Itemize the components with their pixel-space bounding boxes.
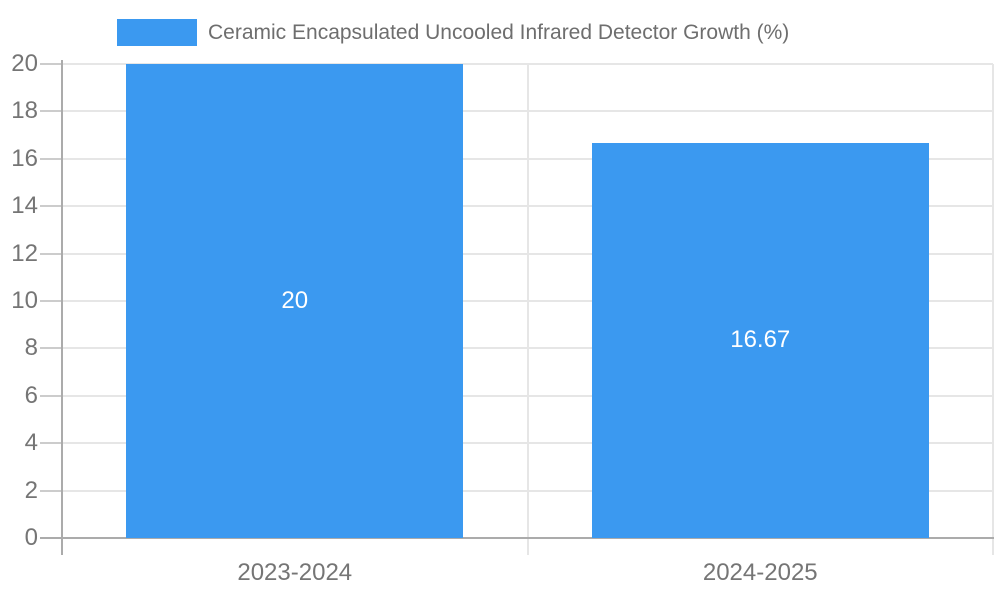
bar-value-label: 16.67 [730,326,791,354]
y-axis-label: 6 [24,381,38,409]
y-axis-label: 18 [11,97,38,125]
y-axis-label: 14 [11,192,38,220]
category-boundary-line [526,64,529,555]
y-axis-line [61,60,63,555]
legend-swatch [117,19,197,46]
y-tick [40,205,62,208]
x-axis-label: 2023-2024 [237,559,353,586]
x-axis-line [40,537,994,539]
y-axis-label: 2 [24,476,38,504]
y-tick [40,442,62,445]
y-tick [40,394,62,397]
bar [591,142,929,538]
bar [126,64,464,538]
y-axis-label: 20 [11,50,38,77]
chart-legend[interactable]: Ceramic Encapsulated Uncooled Infrared D… [117,19,789,46]
legend-label: Ceramic Encapsulated Uncooled Infrared D… [208,21,790,44]
y-axis-label: 12 [11,239,38,267]
y-tick [40,252,62,255]
category-boundary-line [992,64,994,555]
y-axis-label: 10 [11,287,38,314]
y-axis-label: 8 [24,334,38,362]
y-tick [40,63,62,65]
y-axis-label: 0 [24,524,38,551]
y-tick [40,110,62,113]
y-tick [40,300,62,302]
y-tick [40,347,62,350]
bar-value-label: 20 [281,287,309,314]
y-axis-label: 4 [24,429,38,457]
x-axis-label: 2024-2025 [702,559,818,586]
y-tick [40,157,62,160]
y-axis-label: 16 [11,144,38,172]
y-tick [40,489,62,492]
